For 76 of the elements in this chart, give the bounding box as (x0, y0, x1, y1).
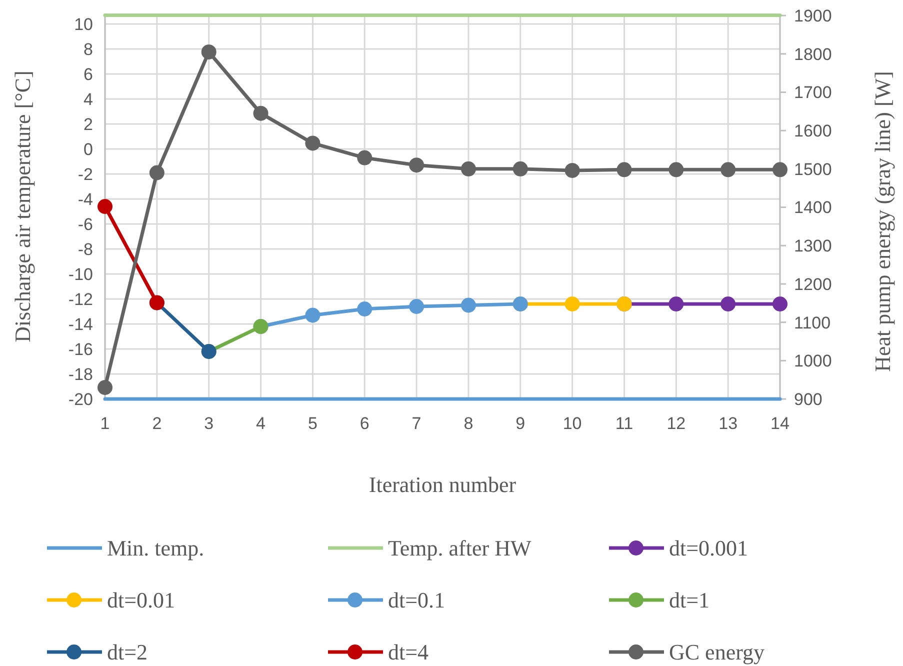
y-tick-label: -16 (68, 340, 93, 359)
x-tick-label: 1 (100, 414, 110, 433)
legend-label: Min. temp. (107, 536, 204, 561)
y-tick-label: 10 (74, 14, 93, 34)
point (98, 380, 112, 395)
y-tick-label: -8 (78, 240, 93, 259)
y-tick-label: 2 (84, 114, 93, 134)
point (253, 106, 268, 121)
x-tick-label: 10 (562, 414, 582, 433)
y2-axis-title: Heat pump energy (gray line) [W] (870, 71, 895, 372)
point (98, 199, 112, 214)
x-tick-label: 3 (204, 414, 214, 433)
y-tick-label: -4 (78, 190, 93, 209)
y-tick-label: -10 (68, 264, 93, 284)
y2-tick-label: 1300 (794, 236, 832, 256)
point (616, 162, 632, 178)
x-tick-label: 11 (615, 414, 634, 433)
y2-tick-label: 1600 (794, 122, 832, 141)
x-tick-label: 2 (152, 414, 162, 433)
x-tick-label: 5 (308, 414, 318, 433)
y2-tick-label: 1000 (794, 352, 832, 371)
point (668, 162, 684, 178)
point (305, 136, 320, 151)
y2-tick-label: 1900 (794, 6, 832, 26)
y2-tick-label: 1800 (794, 44, 832, 64)
x-tick-label: 13 (718, 414, 738, 433)
y-tick-label: -20 (68, 390, 93, 409)
point (512, 161, 528, 176)
legend-label: dt=0.001 (669, 536, 748, 561)
y-tick-label: 4 (84, 90, 93, 109)
y2-tick-label: 1700 (794, 83, 832, 102)
point (357, 302, 372, 316)
y-tick-label: -2 (78, 164, 93, 184)
x-tick-label: 7 (412, 414, 422, 433)
point (564, 162, 580, 178)
point (409, 158, 424, 173)
point (668, 296, 684, 312)
legend-label: dt=1 (669, 588, 710, 613)
point (720, 296, 736, 312)
y2-tick-label: 1500 (794, 160, 832, 179)
point (460, 161, 476, 176)
y-tick-label: -18 (68, 364, 93, 384)
y2-tick-label: 1100 (794, 313, 831, 332)
point (305, 308, 320, 323)
legend-label: GC energy (669, 640, 765, 665)
y2-tick-label: 1400 (794, 198, 832, 218)
y-tick-label: 6 (84, 64, 93, 84)
x-tick-label: 4 (256, 414, 266, 433)
point (409, 299, 424, 314)
x-tick-label: 8 (464, 414, 474, 433)
y-tick-label: -6 (78, 214, 93, 234)
legend-label: Temp. after HW (388, 536, 532, 561)
y-axis-title: Discharge air temperature [°C] (10, 70, 35, 342)
point (720, 162, 736, 178)
y2-tick-label: 1200 (794, 274, 832, 294)
x-tick-label: 12 (666, 414, 686, 433)
point (201, 44, 216, 60)
legend-label: dt=0.01 (107, 588, 176, 613)
point (564, 296, 580, 312)
x-axis-title: Iteration number (368, 472, 517, 497)
y2-tick-label: 900 (794, 390, 822, 409)
y-tick-label: -12 (68, 290, 93, 309)
point (460, 298, 476, 313)
point (772, 296, 788, 312)
x-tick-label: 9 (516, 414, 526, 433)
y-tick-label: 8 (84, 40, 93, 59)
legend-label: dt=2 (107, 640, 148, 665)
point (149, 165, 164, 180)
legend-label: dt=0.1 (388, 588, 446, 613)
y-tick-label: -14 (68, 314, 93, 334)
y-tick-label: 0 (84, 140, 93, 159)
x-tick-label: 6 (360, 414, 370, 433)
legend-label: dt=4 (388, 640, 429, 665)
x-tick-label: 14 (770, 414, 790, 433)
point (772, 162, 788, 178)
point (357, 150, 372, 166)
